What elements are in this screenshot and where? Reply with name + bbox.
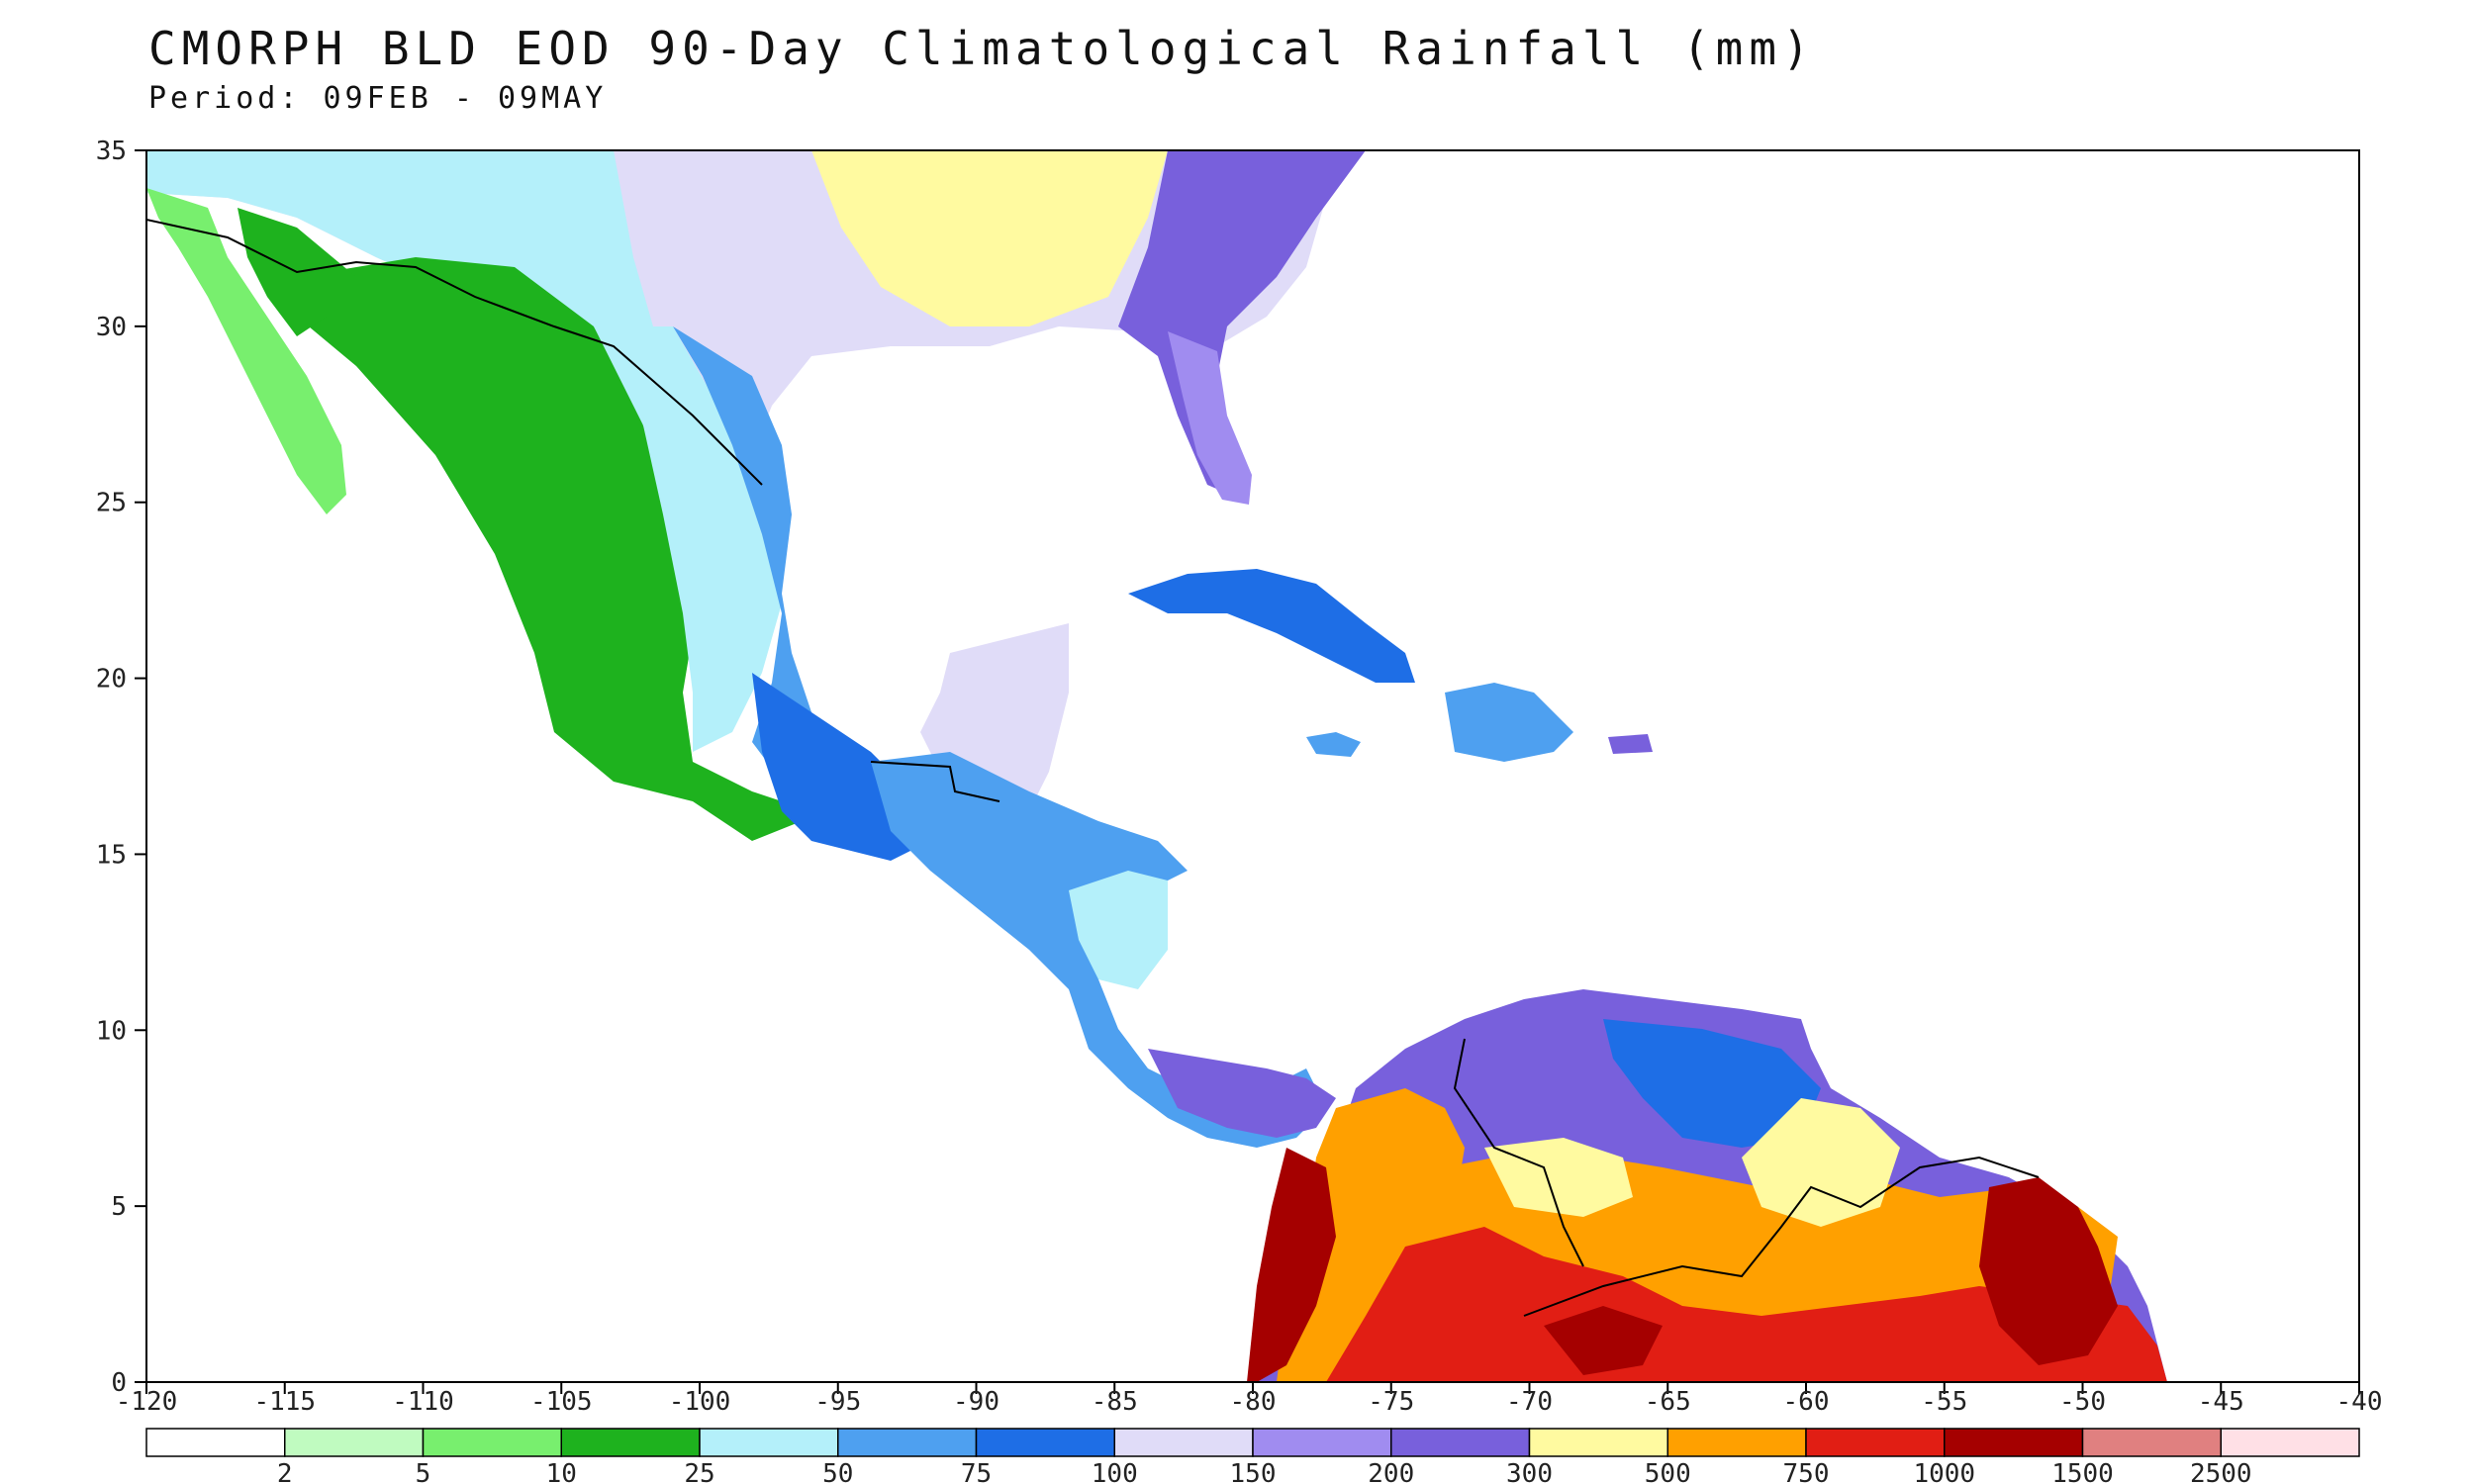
lon-tick-label: -40 <box>2336 1387 2383 1417</box>
colorbar-label: 2 <box>277 1459 293 1484</box>
usa-interior-dry <box>811 150 1168 326</box>
lon-tick-label: -110 <box>392 1387 454 1417</box>
lon-tick-label: -75 <box>1368 1387 1414 1417</box>
lon-tick-label: -60 <box>1783 1387 1830 1417</box>
colorbar-label: 2500 <box>2190 1459 2252 1484</box>
rainfall-colorbar: 2 5 10 25 50 75 100 150 200 300 500 750 1000 1500 2500 <box>145 1428 2360 1484</box>
longitude-axis: -120 -115 -110 -105 -100 -95 -90 -85 -80 -75 -70 -6… <box>116 1382 2383 1417</box>
lon-tick-label: -65 <box>1645 1387 1691 1417</box>
lat-tick-label: 0 <box>111 1368 127 1398</box>
colorbar-swatch <box>1944 1428 2084 1457</box>
colorbar-swatch <box>2220 1428 2360 1457</box>
mexico-gulf-slope <box>673 326 831 791</box>
lon-tick-label: -105 <box>530 1387 593 1417</box>
hispaniola <box>1445 683 1573 762</box>
colorbar-label: 100 <box>1092 1459 1138 1484</box>
colorbar-swatch <box>560 1428 701 1457</box>
lat-tick-label: 5 <box>111 1192 127 1222</box>
colorbar-label: 5 <box>416 1459 431 1484</box>
political-boundaries <box>146 219 2040 1317</box>
lon-tick-label: -120 <box>116 1387 178 1417</box>
amazon-deep-red <box>1544 1306 1663 1375</box>
florida <box>1168 331 1252 505</box>
colorbar-swatch <box>1666 1428 1807 1457</box>
guiana-yellow <box>1742 1098 1900 1227</box>
colorbar-swatch <box>699 1428 839 1457</box>
brazil-north-wet <box>1979 1177 2118 1365</box>
lon-tick-label: -55 <box>1921 1387 1967 1417</box>
lon-tick-label: -100 <box>669 1387 731 1417</box>
usa-southeast <box>1118 150 1366 500</box>
lon-tick-label: -45 <box>2198 1387 2244 1417</box>
colorbar-label: 50 <box>822 1459 853 1484</box>
colorbar-swatch <box>837 1428 978 1457</box>
colorbar-swatch <box>1390 1428 1531 1457</box>
colombia-venezuela-border <box>1453 1038 1584 1267</box>
colorbar-swatch <box>975 1428 1115 1457</box>
lat-tick-label: 30 <box>96 313 127 342</box>
colorbar-label: 200 <box>1368 1459 1414 1484</box>
colorbar-label: 500 <box>1645 1459 1691 1484</box>
lon-tick-label: -80 <box>1230 1387 1277 1417</box>
colorbar-swatch <box>1528 1428 1668 1457</box>
honduras-highlands <box>1069 871 1168 989</box>
colorbar-label: 25 <box>684 1459 714 1484</box>
lat-tick-label: 10 <box>96 1016 127 1046</box>
map-title: CMORPH BLD EOD 90-Day Climatological Rai… <box>148 22 1816 75</box>
baja-california <box>146 188 346 514</box>
mexico-central-plateau <box>594 326 782 752</box>
cuba <box>1128 569 1415 683</box>
colorbar-label: 300 <box>1506 1459 1553 1484</box>
lat-tick-label: 25 <box>96 489 127 518</box>
lat-tick-label: 15 <box>96 840 127 870</box>
puerto-rico <box>1608 734 1653 754</box>
colorbar-label: 1000 <box>1913 1459 1975 1484</box>
colorbar-swatch <box>284 1428 425 1457</box>
colorbar-swatch <box>2081 1428 2222 1457</box>
lon-tick-label: -90 <box>953 1387 999 1417</box>
venezuela-llanos <box>1603 1019 1821 1148</box>
colorbar-label: 75 <box>961 1459 992 1484</box>
jamaica <box>1306 732 1361 757</box>
amazon-red <box>1326 1227 2167 1382</box>
lon-tick-label: -115 <box>253 1387 316 1417</box>
mexico-northwest-dry <box>297 257 802 841</box>
mexico-guatemala-border <box>870 761 1000 802</box>
lat-tick-label: 20 <box>96 665 127 695</box>
colorbar-label: 10 <box>546 1459 577 1484</box>
colorbar-swatch <box>1252 1428 1392 1457</box>
colorbar-label: 1500 <box>2051 1459 2114 1484</box>
lon-tick-label: -95 <box>814 1387 861 1417</box>
lon-tick-label: -50 <box>2059 1387 2106 1417</box>
colorbar-swatch <box>145 1428 286 1457</box>
colorbar-label: 750 <box>1783 1459 1830 1484</box>
lon-tick-label: -70 <box>1506 1387 1553 1417</box>
map-area <box>146 150 2167 1382</box>
lon-tick-label: -85 <box>1092 1387 1138 1417</box>
brazil-border <box>1523 1156 2040 1317</box>
panama-costa-rica <box>1148 1049 1336 1138</box>
colorbar-swatch <box>422 1428 562 1457</box>
colorbar-swatch <box>1113 1428 1254 1457</box>
colorbar-label: 150 <box>1230 1459 1277 1484</box>
latitude-axis: 0 5 10 15 20 25 30 35 <box>96 137 146 1398</box>
colombia-pacific-wet <box>1247 1148 1336 1382</box>
colorbar-swatch <box>1805 1428 1946 1457</box>
us-mexico-border <box>146 219 763 486</box>
map-period: Period: 09FEB - 09MAY <box>148 81 608 116</box>
lat-tick-label: 35 <box>96 137 127 166</box>
